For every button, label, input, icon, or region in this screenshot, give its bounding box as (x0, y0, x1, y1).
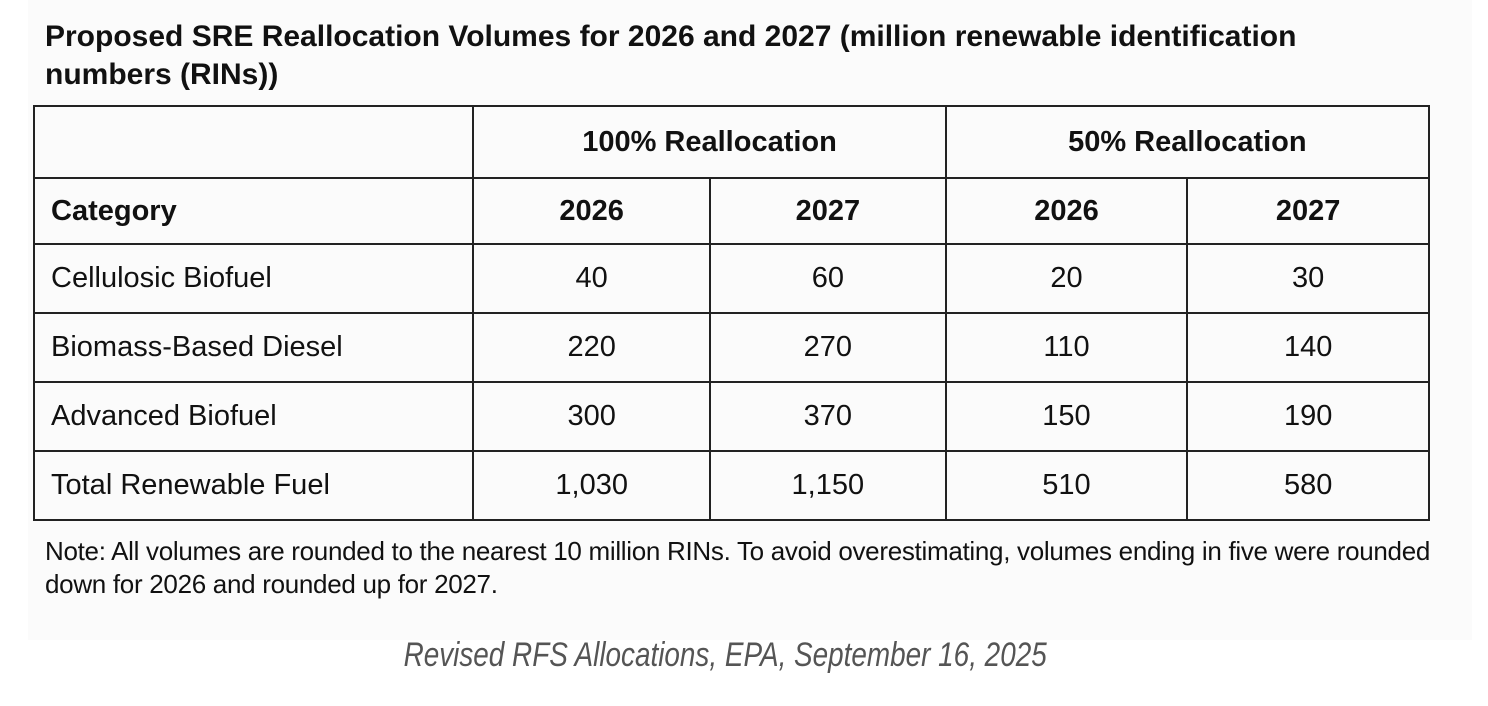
table-row: Cellulosic Biofuel 40 60 20 30 (32, 243, 1430, 314)
value-cell: 270 (709, 312, 947, 383)
value-cell: 370 (709, 381, 947, 452)
value-cell: 150 (944, 381, 1189, 452)
table-title: Proposed SRE Reallocation Volumes for 20… (45, 20, 1297, 91)
group-header-50: 50% Reallocation (944, 105, 1431, 179)
value-cell: 20 (944, 243, 1189, 314)
value-cell: 110 (944, 312, 1189, 383)
reallocation-table: 100% Reallocation 50% Reallocation Categ… (32, 105, 1431, 521)
source-caption: Revised RFS Allocations, EPA, September … (0, 636, 1450, 675)
value-cell: 140 (1186, 312, 1430, 383)
group-header-row: 100% Reallocation 50% Reallocation (32, 105, 1431, 179)
table-row: Total Renewable Fuel 1,030 1,150 510 580 (32, 450, 1430, 521)
column-header: Category (32, 177, 475, 245)
value-cell: 300 (472, 381, 712, 452)
column-header: 2026 (472, 177, 712, 245)
caption-text: Revised RFS Allocations, EPA, September … (403, 636, 1047, 674)
value-cell: 60 (709, 243, 947, 314)
value-cell: 580 (1186, 450, 1430, 521)
column-header: 2027 (709, 177, 947, 245)
empty-header-cell (32, 105, 475, 179)
value-cell: 30 (1186, 243, 1430, 314)
category-cell: Biomass-Based Diesel (32, 312, 475, 383)
column-header: 2026 (944, 177, 1189, 245)
value-cell: 190 (1186, 381, 1430, 452)
value-cell: 40 (472, 243, 712, 314)
category-cell: Advanced Biofuel (32, 381, 475, 452)
category-cell: Total Renewable Fuel (32, 450, 475, 521)
value-cell: 1,030 (472, 450, 712, 521)
column-header-row: Category 2026 2027 2026 2027 (32, 177, 1430, 245)
table-row: Biomass-Based Diesel 220 270 110 140 (32, 312, 1430, 383)
column-header: 2027 (1186, 177, 1430, 245)
value-cell: 1,150 (709, 450, 947, 521)
table-note: Note: All volumes are rounded to the nea… (45, 536, 1431, 599)
table-row: Advanced Biofuel 300 370 150 190 (32, 381, 1430, 452)
category-cell: Cellulosic Biofuel (32, 243, 475, 314)
group-header-100: 100% Reallocation (472, 105, 947, 179)
value-cell: 510 (944, 450, 1189, 521)
value-cell: 220 (472, 312, 712, 383)
